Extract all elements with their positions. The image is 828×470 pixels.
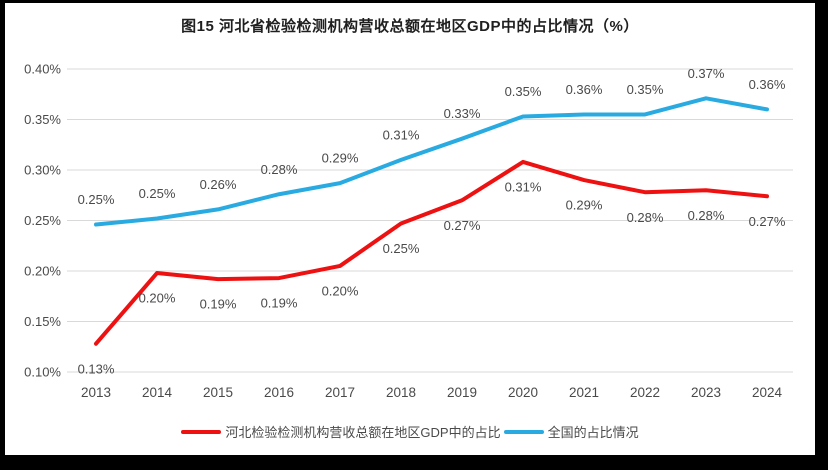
data-point-label: 0.27% <box>444 218 481 233</box>
legend-item: 全国的占比情况 <box>503 422 639 441</box>
x-axis-tick-label: 2016 <box>264 385 294 400</box>
data-point-label: 0.35% <box>627 82 664 97</box>
data-point-label: 0.35% <box>505 84 542 99</box>
y-axis-tick-label: 0.10% <box>24 365 61 380</box>
x-axis-tick-label: 2020 <box>508 385 538 400</box>
data-point-label: 0.13% <box>78 361 115 376</box>
chart-title: 图15 河北省检验检测机构营收总额在地区GDP中的占比情况（%） <box>181 18 639 35</box>
legend-item: 河北检验检测机构营收总额在地区GDP中的占比 <box>181 422 501 441</box>
series-line <box>94 159 769 346</box>
x-axis-tick-label: 2024 <box>752 385 783 400</box>
legend-label: 全国的占比情况 <box>547 425 639 440</box>
data-point-label: 0.33% <box>444 106 481 121</box>
data-point-label: 0.28% <box>627 210 664 225</box>
y-axis-tick-label: 0.35% <box>24 112 61 127</box>
x-axis-tick-label: 2021 <box>569 385 599 400</box>
data-point-label: 0.31% <box>383 127 420 142</box>
data-point-label: 0.36% <box>749 77 786 92</box>
data-point-label: 0.26% <box>200 177 237 192</box>
x-axis-tick-label: 2015 <box>203 385 233 400</box>
legend-line-swatch <box>503 429 544 434</box>
legend-line-swatch <box>181 429 222 434</box>
x-axis-tick-label: 2014 <box>142 385 173 400</box>
x-axis-tick-label: 2017 <box>325 385 355 400</box>
data-point-label: 0.28% <box>261 162 298 177</box>
x-axis-tick-label: 2018 <box>386 385 416 400</box>
data-point-label: 0.37% <box>688 66 725 81</box>
y-axis-tick-label: 0.30% <box>24 163 61 178</box>
y-axis-tick-label: 0.20% <box>24 264 61 279</box>
legend-label: 河北检验检测机构营收总额在地区GDP中的占比 <box>225 425 501 440</box>
data-point-label: 0.25% <box>78 192 115 207</box>
line-chart-plot: 0.40% 0.35% 0.30% 0.25% 0.20% 0.15% 0.10% 2013 2… <box>24 62 793 400</box>
x-axis-tick-label: 2013 <box>81 385 111 400</box>
data-point-label: 0.31% <box>505 179 542 194</box>
y-axis-tick-label: 0.25% <box>24 213 61 228</box>
x-axis-tick-label: 2019 <box>447 385 477 400</box>
data-point-label: 0.20% <box>139 291 176 306</box>
x-axis-tick-label: 2022 <box>630 385 660 400</box>
data-point-label: 0.29% <box>566 198 603 213</box>
data-point-label: 0.25% <box>139 186 176 201</box>
data-point-label: 0.27% <box>749 214 786 229</box>
chart-canvas: 图15 河北省检验检测机构营收总额在地区GDP中的占比情况（%） 0.40% 0.… <box>5 3 815 455</box>
data-point-label: 0.19% <box>200 297 237 312</box>
x-axis-tick-label: 2023 <box>691 385 721 400</box>
data-point-label: 0.20% <box>322 284 359 299</box>
series-line <box>94 96 769 227</box>
data-point-label: 0.19% <box>261 296 298 311</box>
y-axis-tick-label: 0.40% <box>24 62 61 77</box>
data-point-label: 0.29% <box>322 151 359 166</box>
y-axis-tick-label: 0.15% <box>24 314 61 329</box>
data-point-label: 0.28% <box>688 208 725 223</box>
chart-legend: 河北检验检测机构营收总额在地区GDP中的占比 全国的占比情况 <box>5 422 815 441</box>
data-point-label: 0.36% <box>566 82 603 97</box>
data-point-label: 0.25% <box>383 241 420 256</box>
